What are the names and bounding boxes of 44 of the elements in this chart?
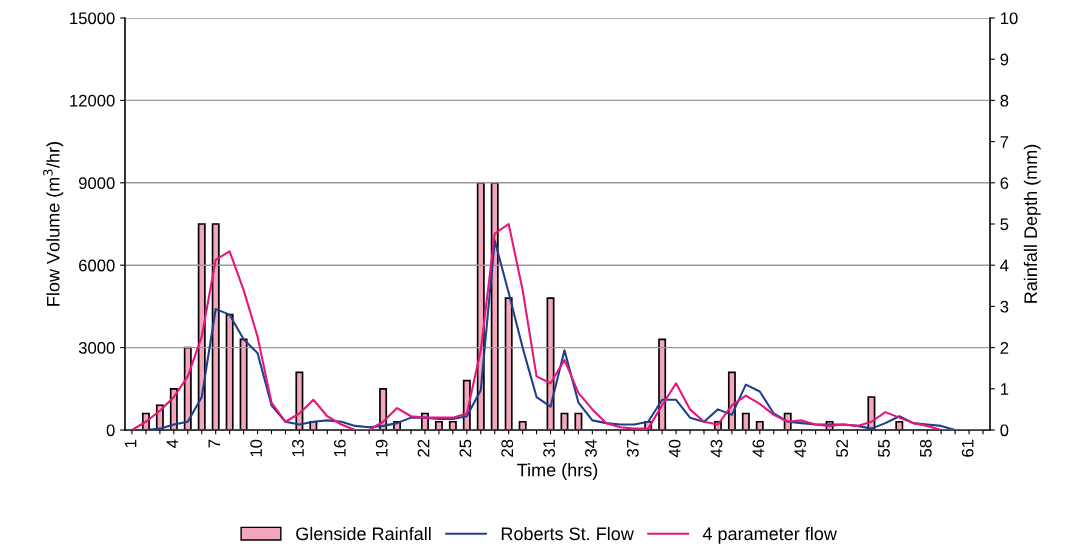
x-tick-label: 43 xyxy=(710,439,723,458)
x-tick-label: 46 xyxy=(752,439,765,458)
x-tick-label: 52 xyxy=(836,439,848,457)
x-axis-title: Time (hrs) xyxy=(517,463,598,480)
x-tick-label: 34 xyxy=(585,439,597,457)
y2-axis-title: Rainfall Depth (mm) xyxy=(1023,144,1041,303)
y2-tick-label: 1 xyxy=(1000,383,1009,395)
x-tick-label: 7 xyxy=(208,439,220,448)
x-tick-label: 19 xyxy=(375,439,388,457)
y-axis-title: Flow Volume (m$^{3}$/hr) xyxy=(43,142,64,306)
y-tick-label: 3000 xyxy=(78,342,115,354)
x-tick-label: 61 xyxy=(961,439,974,457)
x-tick-label: 13 xyxy=(292,439,304,457)
y2-tick-label: 6 xyxy=(1000,177,1009,189)
x-tick-label: 16 xyxy=(333,439,346,457)
x-tick-label: 31 xyxy=(543,439,555,457)
x-tick-label: 37 xyxy=(626,439,639,457)
y2-tick-label: 8 xyxy=(1000,94,1009,107)
x-tick-label: 10 xyxy=(250,439,263,457)
y2-tick-label: 5 xyxy=(1000,218,1009,231)
y2-tick-label: 3 xyxy=(1000,300,1009,313)
legend-label: Roberts St. Flow xyxy=(501,526,634,541)
y2-tick-label: 7 xyxy=(1000,136,1009,148)
x-tick-label: 1 xyxy=(124,439,137,448)
x-tick-label: 28 xyxy=(501,439,514,457)
x-tick-label: 22 xyxy=(417,439,430,457)
y-tick-label: 9000 xyxy=(78,177,115,189)
x-tick-label: 25 xyxy=(459,439,472,457)
y2-tick-label: 0 xyxy=(1000,424,1009,437)
legend-label: Glenside Rainfall xyxy=(296,526,431,541)
y-tick-label: 6000 xyxy=(79,259,115,272)
y-tick-label: 15000 xyxy=(70,12,115,25)
y-tick-label: 0 xyxy=(106,424,115,437)
y2-tick-label: 9 xyxy=(1000,53,1009,66)
y2-tick-label: 2 xyxy=(1000,342,1009,354)
x-tick-label: 40 xyxy=(668,439,681,458)
legend-label: 4 parameter flow xyxy=(702,526,837,544)
y2-tick-label: 10 xyxy=(1000,12,1018,25)
x-tick-label: 55 xyxy=(878,439,890,457)
x-tick-label: 49 xyxy=(794,439,807,458)
y-tick-label: 12000 xyxy=(70,94,115,107)
x-tick-label: 58 xyxy=(919,439,932,457)
y2-tick-label: 4 xyxy=(1000,259,1009,272)
x-tick-label: 4 xyxy=(166,439,179,448)
